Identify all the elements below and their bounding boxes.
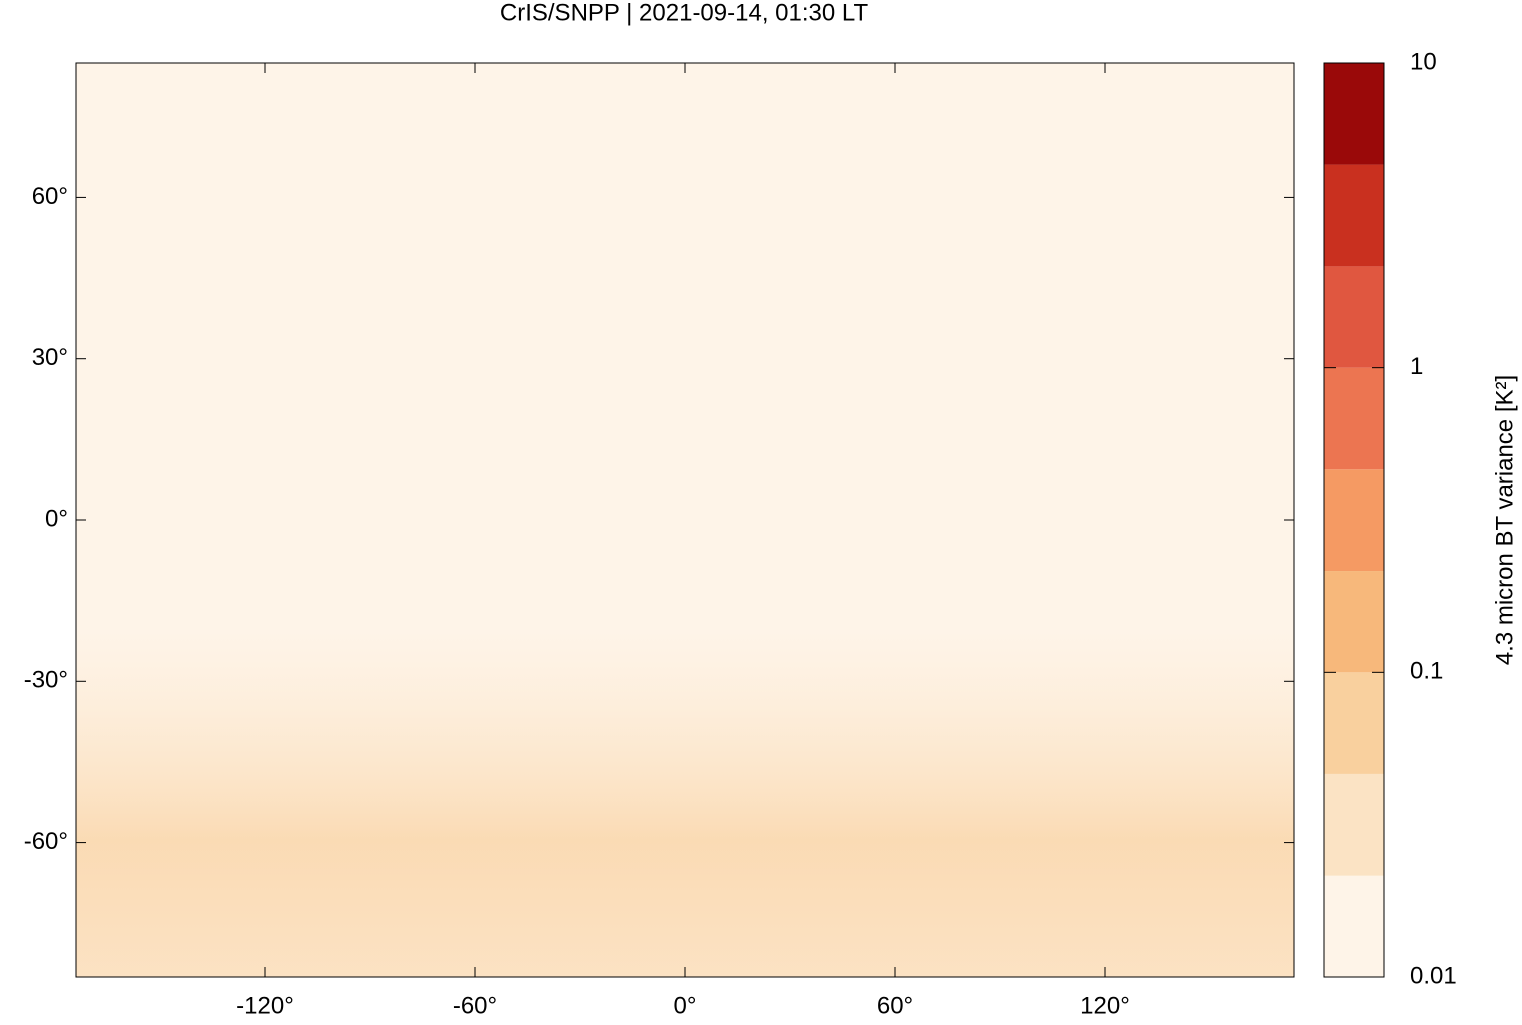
y-tick-label: -60° xyxy=(24,828,68,855)
southern-shading xyxy=(76,63,1294,977)
colorbar-band xyxy=(1324,672,1384,774)
colorbar-band xyxy=(1324,266,1384,368)
y-tick-label: 60° xyxy=(32,183,68,210)
colorbar-frame xyxy=(1323,62,1385,978)
x-tick-label: 0° xyxy=(674,992,697,1019)
y-tick-label: 0° xyxy=(45,505,68,532)
colorbar-label: 4.3 micron BT variance [K²] xyxy=(1491,375,1518,665)
y-tick-label: -30° xyxy=(24,667,68,694)
colorbar-band xyxy=(1324,773,1384,876)
colorbar-band xyxy=(1324,63,1384,165)
x-tick-label: -120° xyxy=(236,992,294,1019)
colorbar-band xyxy=(1324,469,1384,572)
colorbar-band xyxy=(1324,367,1384,470)
colorbar-band xyxy=(1324,571,1384,673)
colorbar-band xyxy=(1324,164,1384,267)
x-tick-label: 120° xyxy=(1080,992,1130,1019)
colorbar-tick-label: 10 xyxy=(1410,48,1437,75)
colorbar-tick-label: 1 xyxy=(1410,353,1423,380)
x-tick-label: 60° xyxy=(877,992,913,1019)
colorbar: 0.01 0.1 1 10 4.3 micron BT variance [K²] xyxy=(1323,48,1518,989)
y-tick-label: 30° xyxy=(32,344,68,371)
colorbar-tick-label: 0.1 xyxy=(1410,658,1443,685)
map-area: -120° -60° 0° 60° 120° -60° -30° 0° 30° 60° xyxy=(24,62,1295,1019)
x-tick-label: -60° xyxy=(453,992,497,1019)
colorbar-band xyxy=(1324,875,1384,977)
colorbar-tick-label: 0.01 xyxy=(1410,962,1457,989)
chart-title: CrIS/SNPP | 2021-09-14, 01:30 LT xyxy=(500,0,869,26)
